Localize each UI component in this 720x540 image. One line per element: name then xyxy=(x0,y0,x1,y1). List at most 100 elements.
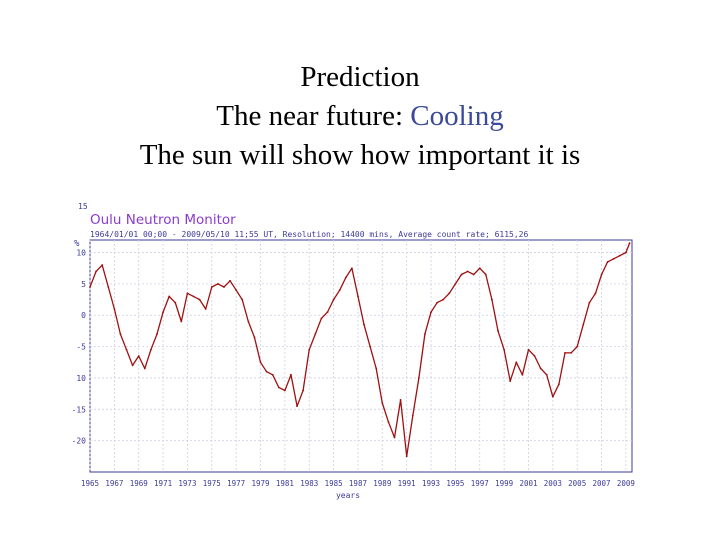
subtitle-prefix: The near future: xyxy=(216,100,411,132)
data-point xyxy=(387,420,390,423)
data-point xyxy=(101,264,104,266)
grid-layer xyxy=(89,240,632,472)
data-point xyxy=(491,298,493,301)
data-point xyxy=(582,323,585,326)
data-point xyxy=(484,273,487,276)
x-axis-label: years xyxy=(336,491,360,500)
data-point xyxy=(454,282,457,285)
x-tick-label: 1991 xyxy=(398,479,416,488)
data-point xyxy=(271,373,274,376)
data-point xyxy=(180,320,183,323)
chart-top-tick: 15 xyxy=(78,202,88,211)
slide-title: Prediction xyxy=(300,61,420,93)
data-point xyxy=(125,348,128,351)
data-point xyxy=(564,351,566,354)
data-point xyxy=(430,311,432,314)
data-point xyxy=(198,298,201,301)
data-point xyxy=(405,455,408,458)
data-point xyxy=(606,261,609,263)
data-point xyxy=(229,279,231,282)
data-point xyxy=(314,333,317,335)
x-tick-label: 2007 xyxy=(593,479,611,488)
x-tick-label: 1977 xyxy=(227,479,245,488)
data-point xyxy=(460,273,463,276)
data-point xyxy=(381,402,384,404)
x-tick-label: 1987 xyxy=(349,479,367,488)
data-point xyxy=(277,386,280,389)
data-point xyxy=(283,389,286,392)
neutron-monitor-chart: 15 Oulu Neutron Monitor 1964/01/01 00;00… xyxy=(72,202,635,500)
data-point xyxy=(594,292,597,295)
data-point xyxy=(326,311,329,314)
data-point xyxy=(204,308,207,310)
data-point xyxy=(466,270,469,273)
data-point xyxy=(137,355,140,357)
data-point xyxy=(515,361,518,364)
y-tick-label: 5 xyxy=(81,280,86,289)
data-point xyxy=(107,286,110,288)
data-point xyxy=(618,254,621,257)
data-point xyxy=(539,367,542,370)
x-tick-label: 1989 xyxy=(373,479,391,488)
chart-title: Oulu Neutron Monitor xyxy=(90,212,236,228)
x-tick-label: 1965 xyxy=(81,479,99,488)
y-tick-label: -15 xyxy=(72,405,87,414)
data-point xyxy=(417,377,420,379)
data-point xyxy=(399,398,402,401)
data-point xyxy=(612,257,615,260)
data-point xyxy=(497,330,499,332)
data-point xyxy=(357,295,359,298)
y-tick-label: -5 xyxy=(76,343,86,352)
data-point xyxy=(509,380,512,382)
y-tick-label: 0 xyxy=(81,311,86,320)
x-tick-label: 1975 xyxy=(203,479,221,488)
data-point xyxy=(628,242,631,245)
x-tick-label: 1973 xyxy=(178,479,196,488)
x-tick-label: 1985 xyxy=(325,479,343,488)
x-tick-label: 1999 xyxy=(495,479,513,488)
data-point xyxy=(174,301,177,304)
data-point xyxy=(210,286,213,288)
data-point xyxy=(393,436,396,439)
data-point xyxy=(424,333,426,335)
y-axis-label: % xyxy=(74,239,80,249)
data-point xyxy=(192,295,195,298)
slide-tagline: The sun will show how important it is xyxy=(139,139,581,171)
data-point xyxy=(576,345,579,348)
x-tick-label: 1979 xyxy=(251,479,269,488)
data-point xyxy=(186,292,189,295)
x-tick-layer: 1965 1967 1969 1971 1973 1975 1977 1979 1981 1983… xyxy=(81,479,635,488)
data-point xyxy=(338,289,341,292)
series-layer xyxy=(89,242,631,458)
data-point xyxy=(168,295,171,298)
chart-subtitle: 1964/01/01 00;00 - 2009/05/10 11;55 UT, … xyxy=(90,230,528,239)
data-point xyxy=(363,323,365,326)
x-tick-label: 2003 xyxy=(544,479,562,488)
data-point xyxy=(290,373,292,376)
data-point xyxy=(253,336,256,339)
x-tick-label: 1969 xyxy=(130,479,148,488)
x-tick-label: 1967 xyxy=(105,479,123,488)
data-point xyxy=(545,373,548,376)
data-point xyxy=(235,289,238,292)
x-tick-label: 1995 xyxy=(446,479,464,488)
slide-subtitle-cooling: The near future: Cooling xyxy=(0,97,720,136)
data-point xyxy=(411,414,414,417)
x-tick-label: 1983 xyxy=(300,479,318,488)
data-point xyxy=(521,373,524,376)
data-point xyxy=(600,273,603,276)
subtitle-accent-word: Cooling xyxy=(410,100,504,132)
data-point xyxy=(143,367,146,370)
data-point xyxy=(533,355,536,357)
data-point xyxy=(503,348,506,351)
data-point xyxy=(259,361,262,364)
data-point xyxy=(119,333,122,335)
data-point xyxy=(113,308,116,310)
x-tick-label: 2005 xyxy=(568,479,586,488)
x-tick-label: 1981 xyxy=(276,479,294,488)
data-point xyxy=(149,348,152,351)
data-point xyxy=(308,348,311,351)
data-point xyxy=(478,267,481,270)
data-point xyxy=(436,301,439,304)
data-point xyxy=(369,345,372,348)
